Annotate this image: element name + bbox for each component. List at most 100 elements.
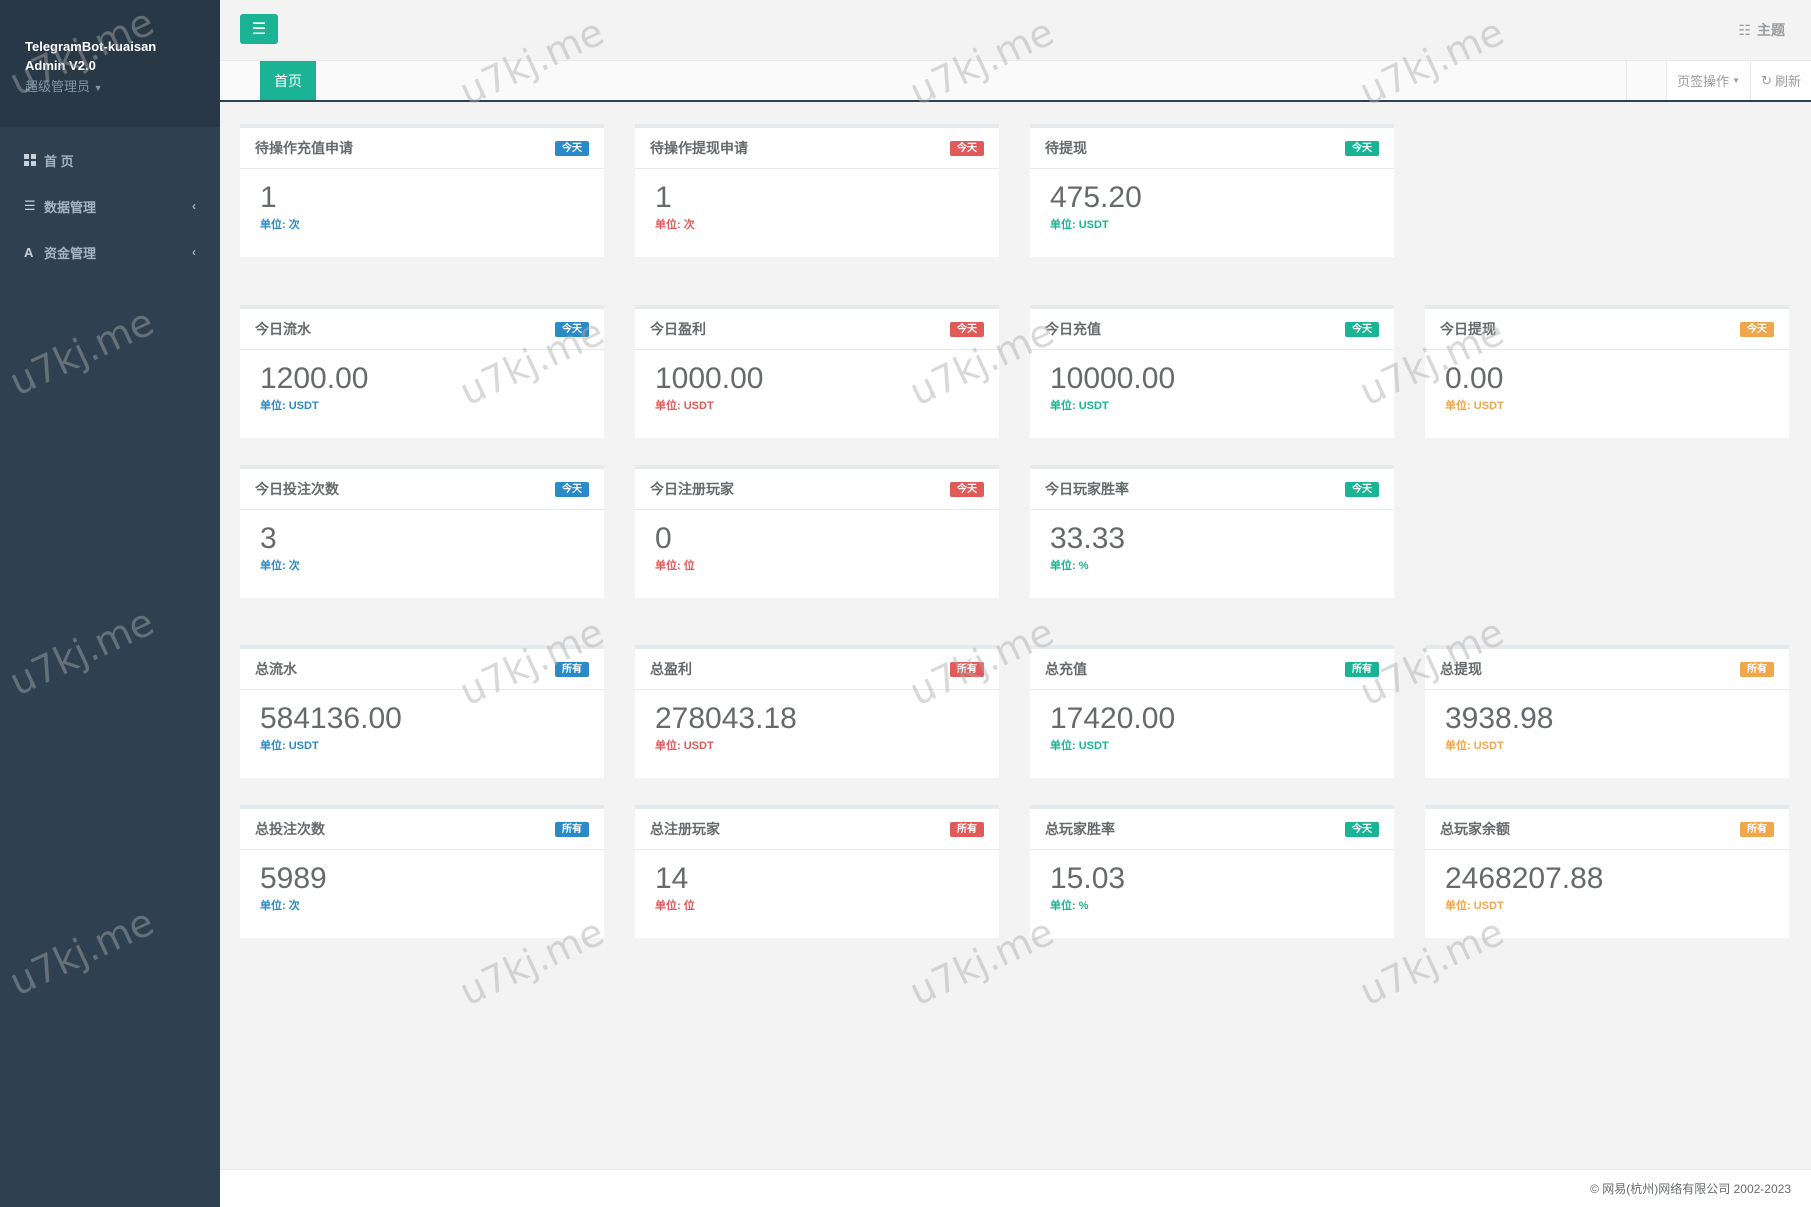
stat-card: 总充值 所有 17420.00 单位: USDT (1030, 645, 1394, 778)
stat-value: 17420.00 (1050, 702, 1176, 735)
stat-unit: 单位: USDT (1050, 219, 1109, 231)
card-body: 10000.00 单位: USDT (1030, 350, 1394, 413)
stat-card: 今日注册玩家 今天 0 单位: 位 (635, 465, 999, 598)
page-ops-label: 页签操作 (1677, 74, 1730, 89)
card-body: 0.00 单位: USDT (1425, 350, 1789, 413)
card-header: 今日玩家胜率 今天 (1030, 469, 1394, 510)
period-badge: 今天 (950, 481, 984, 497)
period-badge: 今天 (555, 140, 589, 156)
card-header: 总充值 所有 (1030, 649, 1394, 690)
period-badge: 今天 (1345, 821, 1379, 837)
card-title: 总注册玩家 (650, 821, 720, 837)
period-badge: 今天 (950, 321, 984, 337)
stat-value: 14 (655, 862, 689, 895)
card-title: 待提现 (1045, 140, 1087, 156)
stat-value: 33.33 (1050, 522, 1126, 555)
tabs-bar: 首页 页签操作 ▼ ↻ 刷新 (220, 61, 1811, 102)
theme-button[interactable]: ☷ 主题 (1738, 20, 1785, 40)
card-title: 待操作提现申请 (650, 140, 748, 156)
card-title: 今日盈利 (650, 321, 706, 337)
sidebar-item-home[interactable]: 首 页 (0, 137, 220, 183)
stat-unit: 单位: % (1050, 560, 1089, 572)
nav-header: TelegramBot-kuaisan Admin V2.0 超级管理员 ▼ (0, 0, 220, 127)
period-badge: 所有 (1740, 821, 1774, 837)
card-body: 584136.00 单位: USDT (240, 690, 604, 753)
stat-unit: 单位: 位 (655, 900, 695, 912)
sidebar-item-data-management[interactable]: ☰ 数据管理 ‹ (0, 183, 220, 229)
stat-unit: 单位: 位 (655, 560, 695, 572)
stat-unit: 单位: 次 (260, 900, 300, 912)
stat-value: 1 (260, 181, 277, 214)
card-body: 1 单位: 次 (240, 169, 604, 232)
stat-card: 待操作提现申请 今天 1 单位: 次 (635, 124, 999, 257)
tab-home[interactable]: 首页 (260, 61, 316, 100)
period-badge: 所有 (555, 821, 589, 837)
card-body: 475.20 单位: USDT (1030, 169, 1394, 232)
card-header: 今日盈利 今天 (635, 309, 999, 350)
list-icon: ☰ (24, 198, 36, 213)
card-body: 278043.18 单位: USDT (635, 690, 999, 753)
card-header: 今日投注次数 今天 (240, 469, 604, 510)
chevron-left-icon: ‹ (192, 199, 196, 213)
card-title: 总玩家胜率 (1045, 821, 1115, 837)
user-role-label: 超级管理员 (25, 79, 91, 94)
copyright-text: © 网易(杭州)网络有限公司 2002-2023 (1590, 1182, 1791, 1196)
card-header: 总流水 所有 (240, 649, 604, 690)
tab-scroll-right-button[interactable] (1626, 61, 1666, 100)
period-badge: 今天 (555, 321, 589, 337)
card-title: 今日提现 (1440, 321, 1496, 337)
stat-card: 待提现 今天 475.20 单位: USDT (1030, 124, 1394, 257)
card-body: 3938.98 单位: USDT (1425, 690, 1789, 753)
stat-unit: 单位: USDT (260, 400, 319, 412)
stat-value: 1200.00 (260, 362, 369, 395)
period-badge: 所有 (950, 821, 984, 837)
card-header: 今日提现 今天 (1425, 309, 1789, 350)
refresh-label: 刷新 (1774, 74, 1801, 89)
card-body: 1200.00 单位: USDT (240, 350, 604, 413)
stat-value: 10000.00 (1050, 362, 1176, 395)
stat-value: 0 (655, 522, 672, 555)
user-role-dropdown[interactable]: 超级管理员 ▼ (25, 76, 195, 95)
stat-card: 总玩家余额 所有 2468207.88 单位: USDT (1425, 805, 1789, 938)
stat-unit: 单位: USDT (1050, 740, 1109, 752)
card-body: 1 单位: 次 (635, 169, 999, 232)
card-body: 33.33 单位: % (1030, 510, 1394, 573)
stat-value: 0.00 (1445, 362, 1504, 395)
card-header: 待提现 今天 (1030, 128, 1394, 169)
stat-unit: 单位: 次 (655, 219, 695, 231)
card-title: 今日投注次数 (255, 481, 339, 497)
card-header: 总注册玩家 所有 (635, 809, 999, 850)
card-header: 待操作提现申请 今天 (635, 128, 999, 169)
period-badge: 今天 (1345, 481, 1379, 497)
caret-down-icon: ▼ (93, 83, 103, 93)
card-body: 1000.00 单位: USDT (635, 350, 999, 413)
period-badge: 所有 (555, 661, 589, 677)
card-title: 总充值 (1045, 661, 1087, 677)
sidebar-item-label: 数据管理 (44, 199, 97, 215)
sidebar-item-fund-management[interactable]: A 资金管理 ‹ (0, 229, 220, 275)
sidebar: TelegramBot-kuaisan Admin V2.0 超级管理员 ▼ 首… (0, 0, 220, 1207)
card-title: 总投注次数 (255, 821, 325, 837)
period-badge: 今天 (1740, 321, 1774, 337)
card-title: 总盈利 (650, 661, 692, 677)
stat-card: 总盈利 所有 278043.18 单位: USDT (635, 645, 999, 778)
card-header: 总盈利 所有 (635, 649, 999, 690)
card-title: 总流水 (255, 661, 297, 677)
refresh-icon: ↻ (1761, 72, 1772, 88)
menu-toggle-button[interactable]: ☰ (240, 14, 278, 44)
nav-list: 首 页 ☰ 数据管理 ‹ A 资金管理 ‹ (0, 127, 220, 275)
sidebar-item-label: 资金管理 (44, 245, 97, 261)
card-title: 今日流水 (255, 321, 311, 337)
stat-unit: 单位: USDT (260, 740, 319, 752)
card-body: 14 单位: 位 (635, 850, 999, 913)
page-ops-dropdown[interactable]: 页签操作 ▼ (1666, 61, 1751, 100)
stat-card: 总注册玩家 所有 14 单位: 位 (635, 805, 999, 938)
card-header: 今日充值 今天 (1030, 309, 1394, 350)
refresh-button[interactable]: ↻ 刷新 (1750, 61, 1811, 100)
hamburger-icon: ☰ (251, 21, 267, 38)
sidebar-item-label: 首 页 (44, 153, 74, 169)
period-badge: 今天 (950, 140, 984, 156)
period-badge: 今天 (1345, 321, 1379, 337)
caret-down-icon: ▼ (1732, 76, 1741, 85)
stat-unit: 单位: USDT (1445, 740, 1504, 752)
